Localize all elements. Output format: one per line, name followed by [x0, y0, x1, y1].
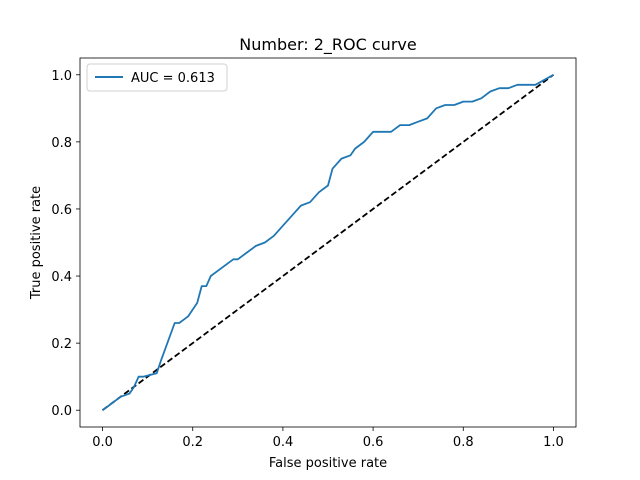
x-tick-label: 0.4 — [273, 435, 294, 450]
x-tick-label: 0.2 — [182, 435, 203, 450]
chart-title: Number: 2_ROC curve — [239, 35, 416, 55]
legend: AUC = 0.613 — [86, 63, 228, 92]
x-tick-label: 0.6 — [363, 435, 384, 450]
y-tick-label: 0.6 — [51, 203, 72, 218]
roc-curve-line — [101, 74, 554, 411]
y-tick-label: 0.4 — [51, 270, 72, 285]
plot-frame — [79, 57, 577, 428]
x-tick-label: 0.8 — [453, 435, 474, 450]
y-tick-label: 0.2 — [51, 337, 72, 352]
y-axis-label: True positive rate — [29, 186, 44, 300]
x-axis-label: False positive rate — [269, 456, 387, 471]
x-axis-ticks: 0.0 0.2 0.4 0.6 0.8 1.0 — [92, 427, 564, 450]
y-tick-label: 1.0 — [51, 69, 72, 84]
chance-diagonal-line — [101, 74, 555, 411]
series-layer — [101, 74, 555, 411]
y-tick-label: 0.0 — [51, 404, 72, 419]
x-tick-label: 1.0 — [543, 435, 564, 450]
x-tick-label: 0.0 — [92, 435, 113, 450]
legend-box — [86, 63, 228, 92]
y-axis-ticks: 0.0 0.2 0.4 0.6 0.8 1.0 — [51, 69, 80, 419]
legend-label-auc: AUC = 0.613 — [131, 71, 215, 86]
y-tick-label: 0.8 — [51, 136, 72, 151]
